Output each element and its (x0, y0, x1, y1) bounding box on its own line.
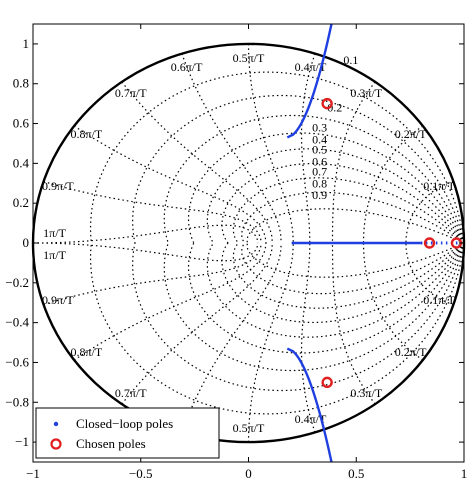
frequency-label-lower: 1π/T (43, 248, 66, 262)
frequency-curve-0.6-upper (181, 53, 282, 244)
damping-curve-0.1-lower (89, 242, 464, 415)
frequency-label-upper: 0.3π/T (350, 86, 382, 100)
frequency-label-lower: 0.8π/T (70, 345, 102, 359)
y-tick-label: 1 (23, 36, 30, 51)
frequency-curve-0.7-upper (121, 81, 273, 244)
y-tick-label: −0.4 (5, 315, 29, 330)
frequency-label-upper: 0.7π/T (115, 86, 147, 100)
damping-label: 0.5 (312, 142, 327, 156)
frequency-label-lower: 0.1π/T (423, 293, 455, 307)
damping-curve-0.2-lower (132, 242, 464, 392)
damping-curve-0.1-upper (89, 71, 464, 244)
chosen-pole-marker (321, 97, 333, 110)
frequency-label-upper: 0.9π/T (42, 179, 74, 193)
frequency-curve-0.7-lower (121, 242, 273, 405)
y-tick-label: −0.6 (5, 354, 29, 369)
y-tick-label: 0.4 (13, 155, 30, 170)
damping-label: 0.3 (312, 121, 327, 135)
frequency-curve-0.8-upper (73, 125, 267, 244)
frequency-label-upper: 0.4π/T (295, 60, 327, 74)
y-tick-label: −0.2 (5, 275, 29, 290)
damping-label: 0.6 (312, 154, 327, 168)
frequency-label-upper: 0.8π/T (70, 127, 102, 141)
damping-curve-0.8-upper (241, 191, 464, 244)
frequency-curve-0.3-lower (331, 242, 376, 405)
frequency-label-upper: 0.6π/T (171, 60, 203, 74)
frequency-curve-0.1-upper (405, 180, 454, 244)
frequency-label-lower: 0.7π/T (115, 386, 147, 400)
legend-chosen-marker (50, 438, 62, 450)
frequency-curve-0.2-upper (362, 125, 424, 244)
damping-curve-0.4-upper (187, 132, 464, 244)
legend-closed-loop-label: Closed−loop poles (76, 416, 173, 431)
x-tick-label: 0 (245, 466, 252, 481)
damping-curve-0.4-lower (187, 242, 464, 354)
y-tick-label: −1 (15, 434, 29, 449)
chosen-pole-marker (423, 237, 436, 249)
damping-label: 0.1 (343, 53, 358, 67)
frequency-label-lower: 0.2π/T (395, 345, 427, 359)
frequency-curve-0.1-lower (405, 242, 454, 306)
y-tick-label: 0.2 (13, 195, 29, 210)
frequency-curve-0.8-lower (73, 242, 267, 361)
frequency-curve-0.9-upper (43, 180, 262, 244)
frequency-curve-0.6-lower (181, 242, 282, 433)
frequency-label-lower: 0.5π/T (233, 421, 265, 435)
damping-curve-0.5-lower (206, 242, 464, 338)
y-tick-label: 0.8 (13, 76, 29, 91)
damping-label: 0.7 (312, 164, 327, 178)
damping-label: 0.9 (312, 188, 327, 202)
damping-curve-0.6-upper (221, 162, 464, 244)
frequency-curve-0.5-lower (247, 242, 294, 443)
x-tick-label: −0.5 (129, 466, 153, 481)
chosen-pole-marker (321, 376, 333, 389)
frequency-label-lower: 0.4π/T (295, 412, 327, 426)
x-tick-label: −1 (26, 466, 40, 481)
frequency-label-upper: 0.5π/T (233, 51, 265, 65)
legend-closed-loop-marker (53, 421, 59, 427)
y-tick-label: 0 (23, 235, 30, 250)
frequency-curve-1-lower (33, 242, 259, 262)
x-tick-label: 0.5 (348, 466, 364, 481)
closed-loop-locus-branch (286, 347, 333, 463)
y-tick-label: −0.8 (5, 394, 29, 409)
legend-box (35, 407, 220, 459)
zgrid (33, 43, 464, 443)
frequency-curve-1-upper (33, 224, 259, 244)
frequency-curve-0.2-lower (362, 242, 424, 361)
frequency-label-upper: 0.2π/T (395, 127, 427, 141)
frequency-curve-0.9-lower (43, 242, 262, 306)
damping-label: 0.8 (312, 176, 327, 190)
frequency-label-lower: 0.3π/T (350, 386, 382, 400)
closed-loop-locus-branch (286, 23, 333, 139)
legend: Closed−loop poles Chosen poles (35, 407, 220, 459)
plot-area: 0.10.20.30.40.50.60.70.80.90.1π/T0.1π/T0… (5, 23, 468, 481)
damping-label: 0.4 (312, 132, 327, 146)
x-tick-label: 1 (461, 466, 468, 481)
frequency-label-upper: 0.1π/T (423, 179, 455, 193)
damping-curve-0.5-upper (206, 148, 464, 244)
damping-curve-0.2-upper (132, 94, 464, 244)
damping-curve-0.8-lower (241, 242, 464, 295)
y-tick-label: 0.6 (13, 116, 30, 131)
legend-chosen-label: Chosen poles (76, 436, 146, 451)
frequency-label-lower: 0.9π/T (42, 293, 74, 307)
damping-curve-0.6-lower (221, 242, 464, 324)
frequency-curve-0.5-upper (247, 43, 294, 244)
frequency-label-upper: 1π/T (43, 226, 66, 240)
